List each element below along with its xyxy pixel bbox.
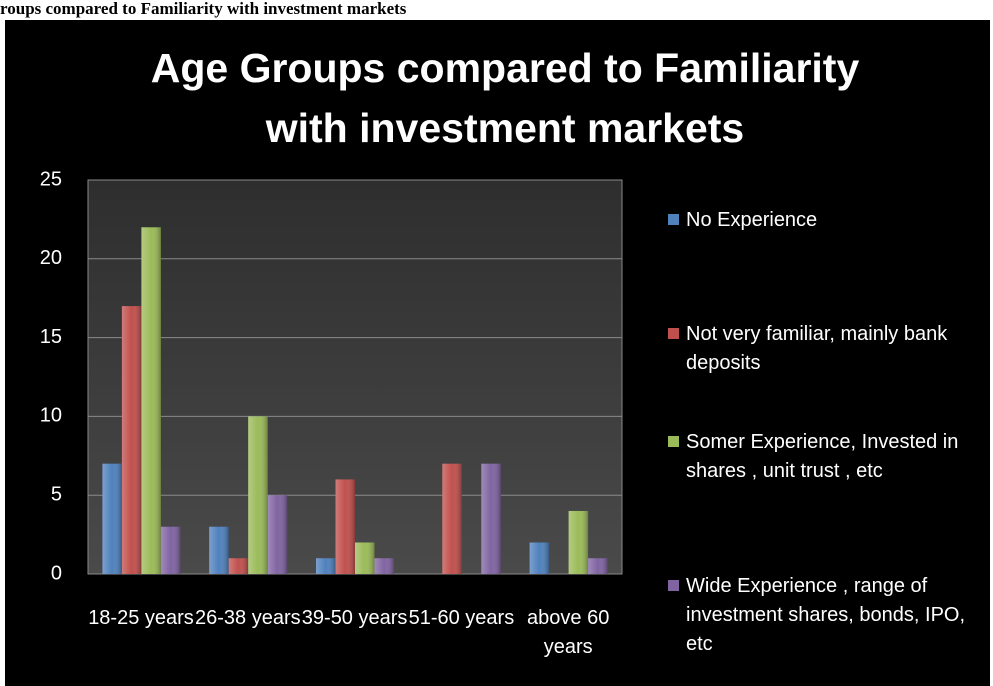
legend-swatch — [668, 214, 679, 225]
bar-shade — [374, 558, 394, 574]
x-tick-label: 26-38 years — [194, 607, 301, 629]
x-tick-label: above 60 years — [527, 607, 610, 658]
bar-shade — [316, 558, 336, 574]
bar-shade — [588, 558, 608, 574]
y-tick-label: 20 — [40, 247, 62, 269]
y-tick-label: 25 — [40, 168, 62, 190]
legend-label: Not very familiar, mainly bank deposits — [686, 323, 948, 374]
chart-title: Age Groups compared to Familiarity with … — [150, 45, 860, 151]
bar-shade — [228, 558, 249, 574]
legend-swatch — [668, 580, 679, 591]
legend-swatch — [668, 328, 679, 339]
y-tick-label: 5 — [51, 483, 62, 505]
legend-label: No Experience — [686, 209, 818, 231]
bar-shade — [481, 463, 501, 574]
x-tick-label: 51-60 years — [408, 607, 515, 629]
bar-shade — [355, 542, 375, 574]
legend-label: Somer Experience, Invested in shares , u… — [686, 431, 959, 482]
bar-shade — [568, 510, 589, 574]
legend-item: Not very familiar, mainly bank deposits — [668, 320, 986, 378]
legend-item: Somer Experience, Invested in shares , u… — [668, 428, 986, 486]
legend-swatch — [668, 436, 679, 447]
y-tick-label: 15 — [40, 326, 62, 348]
bar-shade — [141, 227, 161, 574]
page-header: roups compared to Familiarity with inves… — [0, 0, 407, 18]
bar-shade — [267, 495, 288, 574]
legend-label: Wide Experience , range of investment sh… — [686, 575, 966, 655]
bar-shade — [209, 526, 229, 574]
bar-shade — [248, 416, 268, 574]
x-tick-label: 39-50 years — [301, 607, 408, 629]
bar-shade — [529, 542, 550, 574]
bar-shade — [442, 463, 462, 574]
bar-shade — [160, 526, 181, 574]
bar-shade — [335, 479, 355, 574]
legend-item: Wide Experience , range of investment sh… — [668, 572, 986, 659]
y-tick-label: 10 — [40, 405, 62, 427]
x-tick-label: 18-25 years — [88, 607, 194, 629]
legend-item: No Experience — [668, 206, 986, 235]
y-tick-label: 0 — [51, 562, 62, 584]
bar-shade — [102, 463, 122, 574]
bar-shade — [121, 306, 142, 574]
